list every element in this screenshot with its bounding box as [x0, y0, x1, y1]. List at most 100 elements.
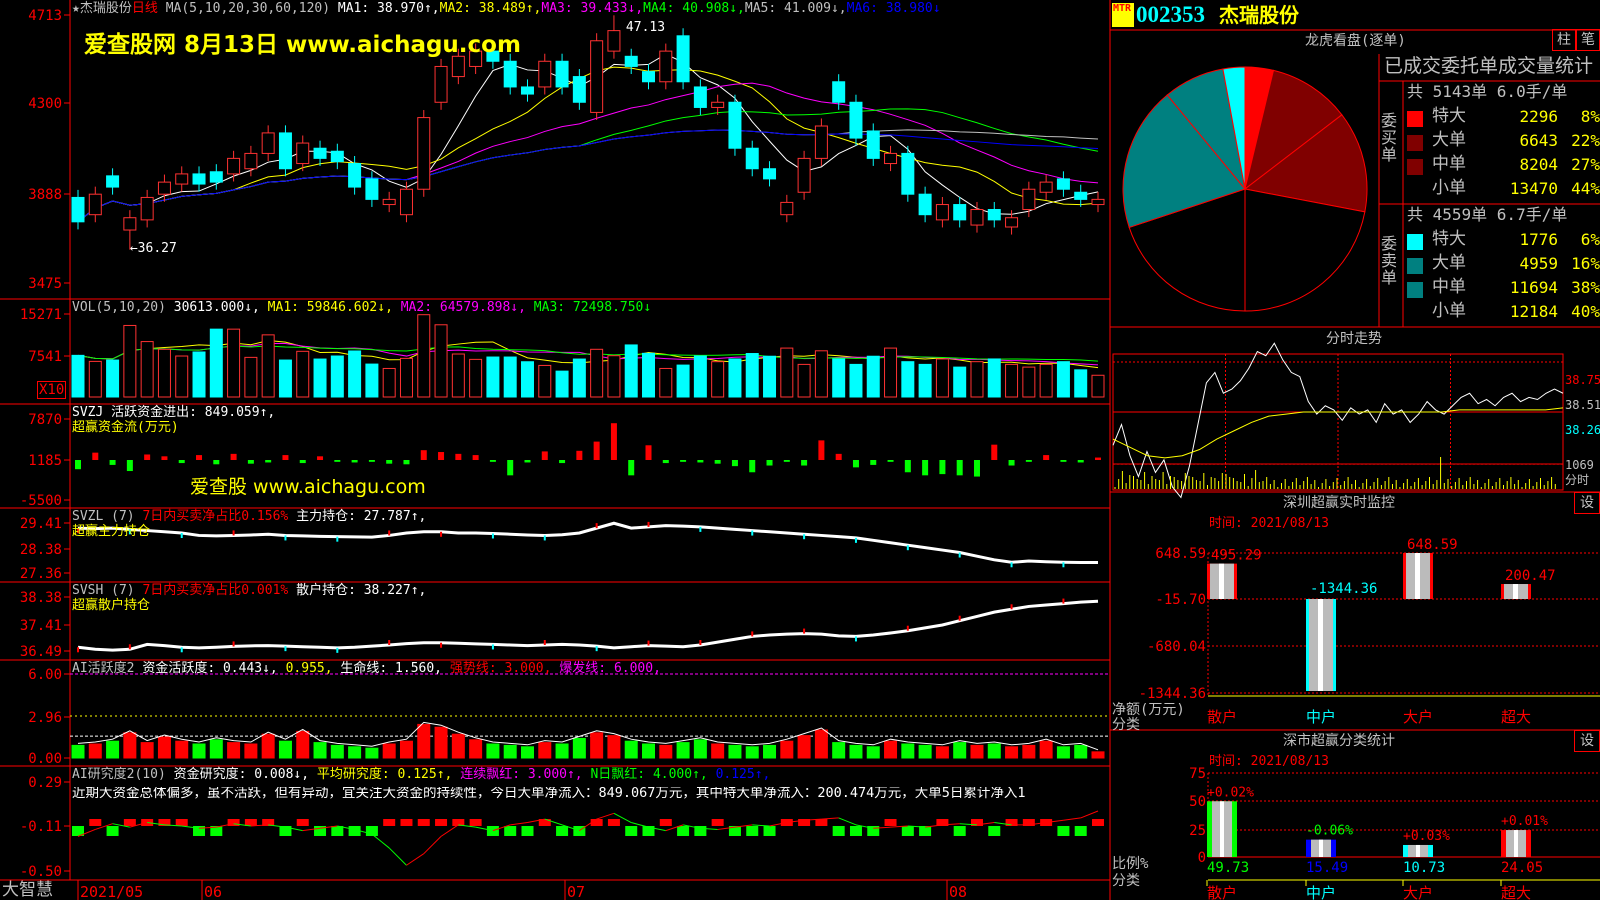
ai-research-bar	[556, 826, 569, 836]
svzj-bar	[75, 460, 81, 470]
ai-research-tick-label: 0.29	[28, 775, 62, 791]
candle-down	[348, 163, 362, 188]
ai-research-bar	[365, 826, 378, 836]
ai-active-bar	[71, 744, 85, 759]
volume-bar	[953, 366, 967, 398]
volume-bar	[607, 355, 621, 398]
svzj-bar	[1060, 460, 1067, 462]
ai-research-line	[337, 825, 355, 830]
sell-summary: 共 4559单 6.7手/单	[1407, 205, 1568, 224]
volume-ma-line	[77, 339, 1099, 369]
volume-bar	[469, 358, 483, 398]
ai-research-bar	[867, 826, 880, 836]
ai-research-tick-label: -0.11	[20, 819, 62, 835]
svzj-bar	[438, 452, 445, 460]
ai-research-bar	[849, 826, 862, 836]
date-label: 2021/05	[80, 883, 143, 900]
buy-side-label: 委买单	[1381, 111, 1398, 164]
candle-up	[538, 60, 552, 88]
ma2-value: MA2: 38.489↑,	[439, 1, 542, 16]
ai-research-line	[302, 827, 321, 832]
ss-xlabel: 分类	[1112, 873, 1140, 889]
candle-up	[451, 55, 465, 78]
ai-research-bar	[1057, 826, 1070, 836]
period-label[interactable]: 日线	[131, 1, 158, 16]
buy-row-value: 6643	[1519, 131, 1558, 150]
ai-research-line	[147, 822, 165, 826]
svsh-tick-label: 36.49	[20, 644, 62, 660]
candle-up	[157, 181, 171, 195]
volume-bar	[175, 355, 189, 398]
ai-active-bar	[676, 742, 690, 759]
volume-ma2: MA2: 64579.898↓,	[400, 300, 526, 315]
volume-unit-button[interactable]: X10	[37, 381, 67, 399]
ai-active-header: AI活跃度2 资金活跃度: 0.443↓, 0.955, 生命线: 1.560,…	[72, 662, 661, 675]
intraday-price-high: 38.75	[1565, 373, 1600, 387]
ai-active-bar	[538, 742, 552, 759]
ai-research-line	[458, 824, 476, 828]
ai-research-bar	[89, 819, 102, 826]
svzj-bar	[697, 460, 704, 463]
ai-research-bar	[625, 826, 638, 836]
ma1-value: MA1: 38.970↑,	[337, 1, 440, 16]
ai-research-bar	[486, 826, 499, 836]
svzl-value: 主力持仓: 27.787↑,	[296, 509, 427, 524]
sz-tick-label: -1344.36	[1139, 686, 1206, 702]
svzj-bar	[178, 460, 185, 464]
svzj-bar	[749, 460, 756, 473]
ai-active-bar	[1039, 740, 1053, 759]
sz-settings-button[interactable]: 设	[1574, 492, 1600, 514]
ss-change-label: +0.01%	[1501, 814, 1548, 829]
burst-line-value: 爆发线: 6.000,	[559, 661, 661, 676]
ai-active-bar	[348, 746, 362, 759]
intraday-vol-unit: 分时	[1565, 473, 1590, 487]
candle-down	[330, 150, 344, 163]
ss-settings-button[interactable]: 设	[1574, 730, 1600, 752]
ai-active-bar	[192, 743, 206, 759]
ai-research-line	[976, 822, 995, 826]
svsh-line-tick	[543, 640, 546, 645]
tick-mode-button[interactable]: 笔	[1576, 29, 1600, 51]
candle-up	[296, 142, 310, 165]
svzj-bar	[368, 460, 375, 462]
volume-bar	[157, 348, 171, 398]
sell-row-pct: 40%	[1571, 302, 1600, 321]
ai-research-bar	[244, 819, 257, 826]
ai-research-bar	[677, 826, 690, 836]
candle-up	[469, 50, 483, 67]
ai-active-bar	[157, 736, 171, 759]
svsh-line-tick	[77, 647, 79, 653]
svzj-bar	[455, 453, 462, 460]
svsh-line	[77, 599, 1099, 652]
strong-line-value: 强势线: 3.000,	[449, 661, 552, 676]
ai-research-line	[475, 826, 494, 832]
ai-research-bar	[331, 826, 344, 836]
buy-row-name: 大单	[1432, 130, 1466, 150]
svzj-bar	[196, 455, 203, 460]
candle-down	[106, 175, 120, 188]
star-icon[interactable]: ★	[72, 1, 80, 16]
ai-research-line	[838, 817, 857, 826]
ai-research-line	[112, 823, 130, 828]
ai-active-bar	[745, 746, 759, 759]
buy-row-name: 小单	[1432, 178, 1466, 198]
ss-change-label: +0.03%	[1403, 829, 1450, 844]
ai-research-line	[1046, 819, 1064, 824]
volume-bar	[261, 334, 275, 398]
candle-up	[382, 198, 396, 206]
ss-value-label: 10.73	[1403, 860, 1445, 876]
bar-mode-button[interactable]: 柱	[1552, 29, 1576, 51]
ai-research-line	[804, 818, 822, 821]
svzj-bar	[783, 460, 790, 462]
ai-research-line	[994, 822, 1012, 826]
ai-active-bar	[780, 740, 794, 759]
ai-research-line	[682, 824, 701, 829]
ai-active-bar	[365, 747, 379, 759]
svzj-watermark: 爱查股 www.aichagu.com	[190, 476, 426, 498]
ai-research-tick-label: -0.50	[20, 864, 62, 880]
ai-research-bar	[694, 826, 707, 836]
ai-research-bar	[607, 819, 620, 826]
sz-xlabel: 分类	[1112, 717, 1140, 733]
brand-label: 大智慧	[2, 880, 53, 900]
